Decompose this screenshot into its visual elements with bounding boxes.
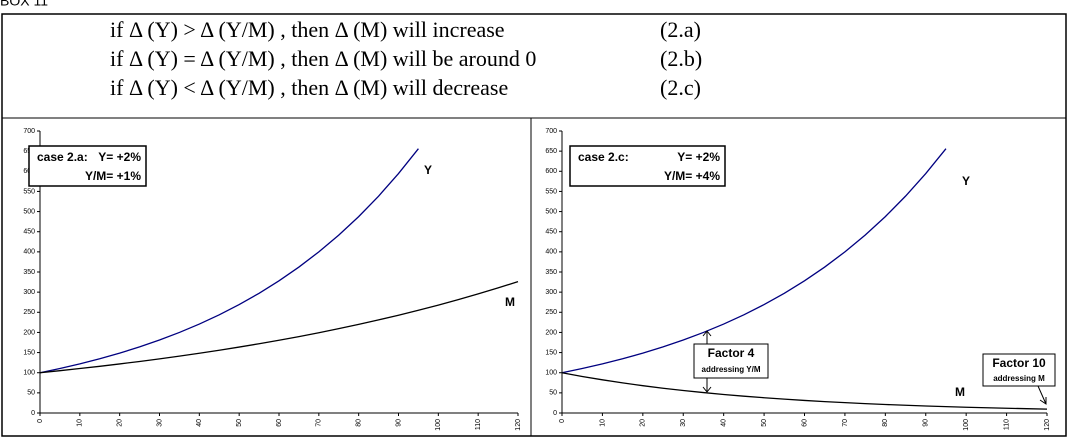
annotation: Y/M= +4%	[664, 169, 720, 183]
series-label: M	[955, 385, 965, 399]
box-title: BOX 11	[0, 0, 48, 9]
y-tick-label: 450	[545, 229, 557, 236]
annotation-box	[982, 353, 1056, 387]
y-tick-label: 100	[545, 370, 557, 377]
x-tick-label: 40	[196, 419, 203, 427]
x-tick-label: 40	[721, 419, 728, 427]
arrow	[702, 330, 712, 344]
x-tick-label: 20	[117, 419, 124, 427]
y-tick-label: 250	[23, 309, 35, 316]
annotation: Y/M= +1%	[85, 169, 141, 183]
equation-tag: (2.a)	[660, 17, 701, 42]
x-tick-label: 90	[923, 419, 930, 427]
x-tick-label: 70	[842, 419, 849, 427]
x-tick-label: 60	[276, 419, 283, 427]
x-tick-label: 100	[963, 419, 970, 431]
y-tick-label: 700	[545, 128, 557, 135]
annotation: Factor 10	[992, 356, 1046, 370]
y-tick-label: 550	[545, 188, 557, 195]
x-tick-label: 70	[316, 419, 323, 427]
x-tick-label: 100	[435, 419, 442, 431]
series-label: M	[505, 295, 515, 309]
series-label: Y	[424, 163, 432, 177]
y-tick-label: 0	[553, 410, 557, 417]
equation: if Δ (Y) > Δ (Y/M) , then Δ (M) will inc…	[110, 17, 505, 42]
x-tick-label: 0	[37, 419, 44, 423]
annotation-box	[28, 145, 147, 187]
annotation: addressing Y/M	[702, 365, 761, 374]
x-tick-label: 30	[680, 419, 687, 427]
x-tick-label: 10	[77, 419, 84, 427]
y-tick-label: 450	[23, 229, 35, 236]
y-tick-label: 400	[545, 249, 557, 256]
y-tick-label: 650	[545, 148, 557, 155]
y-tick-label: 50	[27, 390, 35, 397]
x-tick-label: 50	[236, 419, 243, 427]
equation-tag: (2.c)	[660, 75, 701, 100]
x-tick-label: 50	[761, 419, 768, 427]
y-tick-label: 250	[545, 309, 557, 316]
y-tick-label: 350	[23, 269, 35, 276]
series-line	[561, 148, 947, 374]
annotation-box	[693, 343, 769, 379]
box-frame	[1, 13, 1067, 437]
x-tick-label: 110	[1003, 419, 1010, 430]
y-tick-label: 400	[23, 249, 35, 256]
y-tick-label: 550	[23, 188, 35, 195]
y-tick-label: 500	[23, 208, 35, 215]
annotation-box	[569, 145, 726, 187]
arrow	[1037, 385, 1047, 405]
equation: if Δ (Y) < Δ (Y/M) , then Δ (M) will dec…	[110, 75, 508, 100]
x-tick-label: 110	[475, 419, 482, 430]
annotation: addressing M	[993, 374, 1045, 383]
y-tick-label: 600	[545, 168, 557, 175]
y-tick-label: 700	[23, 128, 35, 135]
y-tick-label: 0	[31, 410, 35, 417]
equation-tag: (2.b)	[660, 46, 702, 71]
x-tick-label: 90	[395, 419, 402, 427]
x-tick-label: 60	[801, 419, 808, 427]
y-tick-label: 100	[23, 370, 35, 377]
y-tick-label: 50	[549, 390, 557, 397]
equation: if Δ (Y) = Δ (Y/M) , then Δ (M) will be …	[110, 46, 536, 71]
x-tick-label: 80	[882, 419, 889, 427]
y-tick-label: 300	[23, 289, 35, 296]
series-line	[561, 372, 1048, 410]
x-tick-label: 0	[559, 419, 566, 423]
arrow	[702, 378, 712, 393]
y-tick-label: 150	[545, 349, 557, 356]
x-tick-label: 20	[640, 419, 647, 427]
series-label: Y	[962, 174, 970, 188]
x-tick-label: 120	[515, 419, 522, 431]
y-tick-label: 500	[545, 208, 557, 215]
series-line	[39, 148, 419, 374]
annotation: case 2.c:	[578, 150, 629, 164]
y-tick-label: 200	[23, 329, 35, 336]
x-tick-label: 120	[1044, 419, 1051, 431]
x-tick-label: 30	[156, 419, 163, 427]
y-tick-label: 350	[545, 269, 557, 276]
y-tick-label: 150	[23, 349, 35, 356]
y-tick-label: 200	[545, 329, 557, 336]
x-tick-label: 10	[599, 419, 606, 427]
x-tick-label: 80	[356, 419, 363, 427]
annotation: Y= +2%	[677, 150, 720, 164]
annotation: Factor 4	[708, 346, 755, 360]
annotation: case 2.a:	[37, 150, 88, 164]
series-line	[39, 280, 519, 374]
y-tick-label: 300	[545, 289, 557, 296]
annotation: Y= +2%	[98, 150, 141, 164]
